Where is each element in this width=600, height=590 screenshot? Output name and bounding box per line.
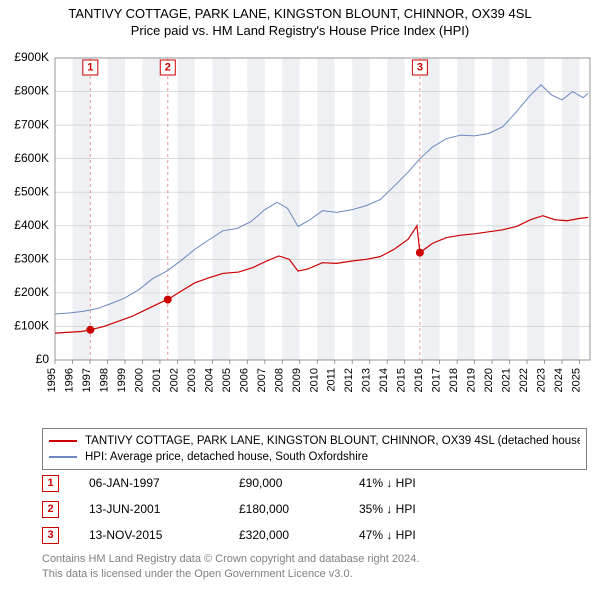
svg-text:2: 2 <box>165 61 171 73</box>
legend-label: HPI: Average price, detached house, Sout… <box>85 451 368 463</box>
event-pct: 47% ↓ HPI <box>359 528 479 542</box>
svg-text:2006: 2006 <box>238 368 250 392</box>
event-date: 13-JUN-2001 <box>89 502 239 516</box>
legend-swatch <box>49 456 77 458</box>
legend-item: HPI: Average price, detached house, Sout… <box>49 449 580 465</box>
svg-text:2025: 2025 <box>571 368 583 392</box>
event-price: £180,000 <box>239 502 359 516</box>
svg-text:1997: 1997 <box>81 368 93 392</box>
svg-text:2019: 2019 <box>466 368 478 392</box>
svg-text:2013: 2013 <box>361 368 373 392</box>
svg-text:2004: 2004 <box>203 368 215 392</box>
svg-text:1998: 1998 <box>98 368 110 392</box>
footer-line-1: Contains HM Land Registry data © Crown c… <box>42 552 419 567</box>
svg-text:2023: 2023 <box>536 368 548 392</box>
svg-text:2007: 2007 <box>256 368 268 392</box>
svg-text:2016: 2016 <box>413 368 425 392</box>
event-date: 13-NOV-2015 <box>89 528 239 542</box>
svg-text:£300K: £300K <box>14 252 49 266</box>
event-badge: 2 <box>42 501 59 518</box>
svg-text:2010: 2010 <box>308 368 320 392</box>
event-row: 2 13-JUN-2001 £180,000 35% ↓ HPI <box>42 496 587 522</box>
svg-text:£100K: £100K <box>14 319 49 333</box>
event-row: 1 06-JAN-1997 £90,000 41% ↓ HPI <box>42 470 587 496</box>
event-price: £90,000 <box>239 476 359 490</box>
svg-text:£0: £0 <box>36 352 50 366</box>
event-date: 06-JAN-1997 <box>89 476 239 490</box>
svg-text:1999: 1999 <box>116 368 128 392</box>
svg-text:£200K: £200K <box>14 285 49 299</box>
legend-label: TANTIVY COTTAGE, PARK LANE, KINGSTON BLO… <box>85 435 580 447</box>
svg-text:£600K: £600K <box>14 151 49 165</box>
svg-text:£500K: £500K <box>14 184 49 198</box>
legend: TANTIVY COTTAGE, PARK LANE, KINGSTON BLO… <box>42 428 587 470</box>
svg-text:2005: 2005 <box>221 368 233 392</box>
svg-text:£700K: £700K <box>14 117 49 131</box>
svg-text:2014: 2014 <box>378 368 390 392</box>
events-table: 1 06-JAN-1997 £90,000 41% ↓ HPI 2 13-JUN… <box>42 470 587 548</box>
event-price: £320,000 <box>239 528 359 542</box>
footer-line-2: This data is licensed under the Open Gov… <box>42 567 419 582</box>
chart-container: TANTIVY COTTAGE, PARK LANE, KINGSTON BLO… <box>0 0 600 590</box>
svg-text:2009: 2009 <box>291 368 303 392</box>
svg-text:2012: 2012 <box>343 368 355 392</box>
chart-svg: £0 £100K £200K £300K £400K £500K £600K £700K £80… <box>0 40 600 425</box>
title-block: TANTIVY COTTAGE, PARK LANE, KINGSTON BLO… <box>0 6 600 38</box>
event-pct: 41% ↓ HPI <box>359 476 479 490</box>
svg-text:2011: 2011 <box>326 368 338 392</box>
svg-text:2001: 2001 <box>151 368 163 392</box>
svg-text:1995: 1995 <box>46 368 58 392</box>
event-pct: 35% ↓ HPI <box>359 502 479 516</box>
footer: Contains HM Land Registry data © Crown c… <box>42 552 419 582</box>
svg-text:2018: 2018 <box>448 368 460 392</box>
svg-text:2020: 2020 <box>483 368 495 392</box>
svg-text:1996: 1996 <box>63 368 75 392</box>
svg-text:£900K: £900K <box>14 50 49 64</box>
svg-text:£400K: £400K <box>14 218 49 232</box>
legend-item: TANTIVY COTTAGE, PARK LANE, KINGSTON BLO… <box>49 433 580 449</box>
event-row: 3 13-NOV-2015 £320,000 47% ↓ HPI <box>42 522 587 548</box>
event-badge: 1 <box>42 475 59 492</box>
svg-text:2022: 2022 <box>518 368 530 392</box>
svg-text:£800K: £800K <box>14 84 49 98</box>
title-line-1: TANTIVY COTTAGE, PARK LANE, KINGSTON BLO… <box>0 6 600 21</box>
svg-text:2015: 2015 <box>396 368 408 392</box>
legend-swatch <box>49 440 77 442</box>
svg-text:2002: 2002 <box>168 368 180 392</box>
event-badge: 3 <box>42 527 59 544</box>
svg-text:1: 1 <box>87 61 93 73</box>
svg-text:2024: 2024 <box>553 368 565 392</box>
svg-text:2017: 2017 <box>431 368 443 392</box>
svg-text:2008: 2008 <box>273 368 285 392</box>
svg-text:2000: 2000 <box>133 368 145 392</box>
svg-text:3: 3 <box>417 61 423 73</box>
svg-text:2021: 2021 <box>501 368 513 392</box>
svg-text:2003: 2003 <box>186 368 198 392</box>
title-line-2: Price paid vs. HM Land Registry's House … <box>0 23 600 38</box>
